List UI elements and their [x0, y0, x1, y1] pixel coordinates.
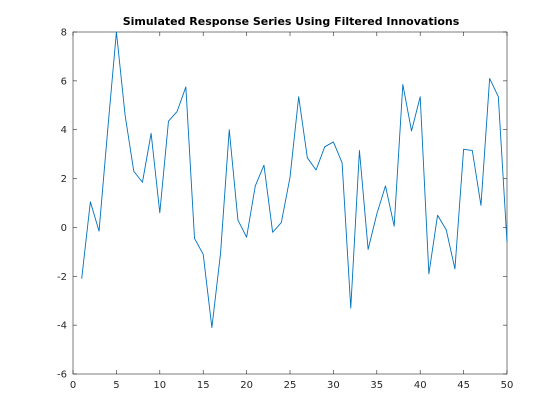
x-tick-label: 35 [370, 380, 383, 391]
x-tick-label: 15 [197, 380, 210, 391]
x-tick-label: 0 [70, 380, 76, 391]
y-tick-label: 0 [61, 223, 67, 234]
y-tick-label: -6 [57, 370, 67, 381]
plot-area: 0 5 10 15 20 25 30 35 40 45 50 -6 -4 -2 0 2 4 6 8 [57, 28, 513, 392]
y-tick-label: 8 [61, 28, 67, 39]
y-tick-label: 4 [61, 125, 67, 136]
y-tick-label: -4 [57, 321, 67, 332]
y-tick-label: 6 [61, 76, 67, 87]
x-tick-label: 40 [414, 380, 427, 391]
x-tick-label: 5 [113, 380, 119, 391]
x-tick-label: 10 [153, 380, 166, 391]
x-tick-label: 25 [284, 380, 297, 391]
y-tick-label: 2 [61, 174, 67, 185]
x-tick-label: 45 [457, 380, 470, 391]
y-tick-label: -2 [57, 272, 67, 283]
x-tick-label: 20 [240, 380, 253, 391]
x-tick-label: 50 [501, 380, 514, 391]
chart-title: Simulated Response Series Using Filtered… [123, 15, 460, 28]
x-tick-label: 30 [327, 380, 340, 391]
axes-box [72, 31, 508, 375]
series-line-1 [81, 31, 508, 329]
